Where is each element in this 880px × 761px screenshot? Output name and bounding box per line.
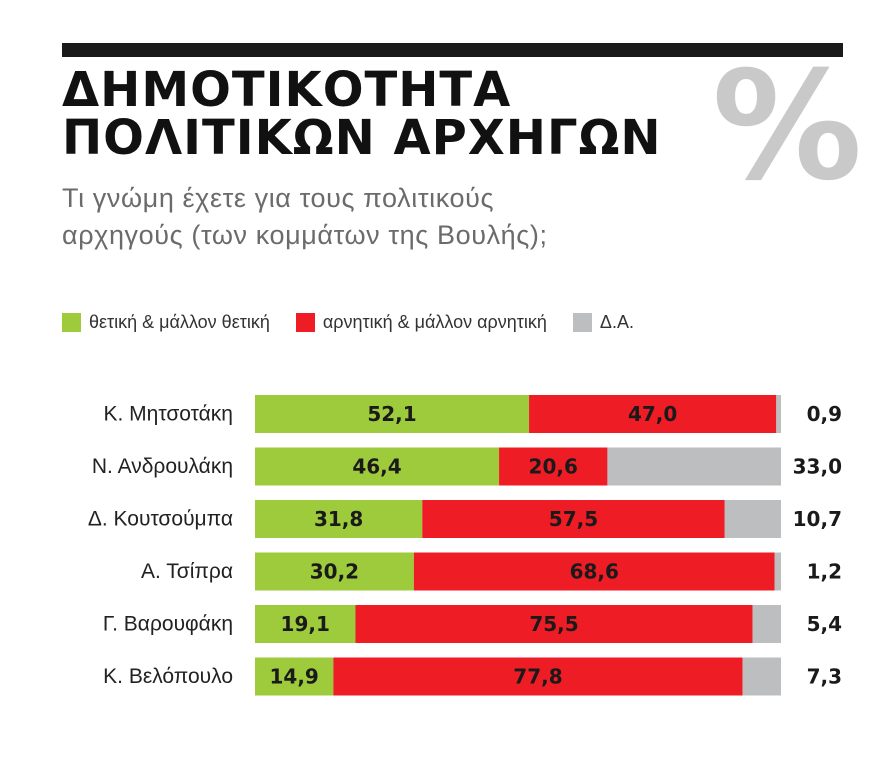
chart-legend: θετική & μάλλον θετική αρνητική & μάλλον…: [62, 312, 634, 333]
data-label-no-answer: 1,2: [807, 560, 842, 584]
bar-negative: [413, 552, 775, 591]
data-label-negative: 20,6: [529, 455, 578, 479]
title-line-2: ΠΟΛΙΤΙΚΩΝ ΑΡΧΗΓΩΝ: [62, 110, 662, 166]
subtitle-line-1: Τι γνώμη έχετε για τους πολιτικούς: [62, 183, 495, 213]
bar-negative: [422, 500, 725, 538]
bar-positive: [255, 395, 530, 433]
category-label: Ν. Ανδρουλάκη: [92, 455, 233, 478]
bar-no-answer: [742, 657, 781, 696]
data-label-negative: 75,5: [529, 612, 578, 636]
page-title: ΔΗΜΟΤΙΚΟΤΗΤΑ ΠΟΛΙΤΙΚΩΝ ΑΡΧΗΓΩΝ: [62, 66, 662, 162]
data-label-positive: 31,8: [314, 507, 363, 531]
bar-no-answer: [776, 395, 781, 433]
data-label-positive: 46,4: [352, 455, 401, 479]
data-label-no-answer: 7,3: [807, 665, 842, 689]
legend-label-negative: αρνητική & μάλλον αρνητική: [322, 312, 547, 332]
data-label-no-answer: 10,7: [793, 507, 842, 531]
bar-no-answer: [724, 500, 781, 538]
bar-no-answer: [607, 447, 781, 486]
subtitle: Τι γνώμη έχετε για τους πολιτικούς αρχηγ…: [62, 180, 548, 254]
bar-negative: [499, 447, 608, 486]
legend-swatch-positive: [62, 313, 81, 332]
data-label-negative: 68,6: [570, 560, 619, 584]
bar-positive: [255, 500, 423, 538]
data-label-positive: 14,9: [270, 665, 319, 689]
category-label: Γ. Βαρουφάκη: [103, 613, 233, 636]
legend-item-no-answer: Δ.Α.: [572, 312, 634, 333]
data-label-negative: 57,5: [549, 507, 598, 531]
bar-positive: [255, 552, 414, 591]
subtitle-line-2: αρχηγούς (των κομμάτων της Βουλής);: [62, 220, 548, 250]
category-label: Κ. Μητσοτάκη: [103, 403, 233, 426]
legend-swatch-no-answer: [572, 313, 592, 332]
data-label-negative: 77,8: [513, 665, 562, 689]
data-label-no-answer: 33,0: [793, 455, 842, 479]
bar-negative: [529, 395, 777, 433]
bar-negative: [333, 657, 743, 696]
data-label-negative: 47,0: [628, 402, 677, 426]
bar-no-answer: [774, 552, 781, 591]
top-rule: [62, 43, 843, 57]
data-label-positive: 19,1: [281, 612, 330, 636]
category-label: Κ. Βελόπουλο: [103, 665, 233, 688]
legend-item-positive: θετική & μάλλον θετική: [62, 312, 270, 333]
percent-icon: %: [712, 40, 863, 214]
legend-label-positive: θετική & μάλλον θετική: [89, 312, 270, 332]
data-label-positive: 52,1: [367, 402, 416, 426]
bar-positive: [255, 605, 356, 643]
bar-positive: [255, 447, 500, 486]
data-label-no-answer: 0,9: [807, 402, 842, 426]
category-label: Α. Τσίπρα: [141, 560, 233, 583]
bar-positive: [255, 657, 334, 696]
bar-negative: [355, 605, 753, 643]
category-label: Δ. Κουτσούμπα: [88, 508, 233, 531]
bar-no-answer: [752, 605, 781, 643]
data-label-positive: 30,2: [310, 560, 359, 584]
legend-swatch-negative: [295, 313, 315, 332]
title-line-1: ΔΗΜΟΤΙΚΟΤΗΤΑ: [62, 62, 512, 118]
legend-item-negative: αρνητική & μάλλον αρνητική: [295, 312, 547, 333]
data-label-no-answer: 5,4: [807, 612, 842, 636]
legend-label-no-answer: Δ.Α.: [599, 312, 634, 332]
